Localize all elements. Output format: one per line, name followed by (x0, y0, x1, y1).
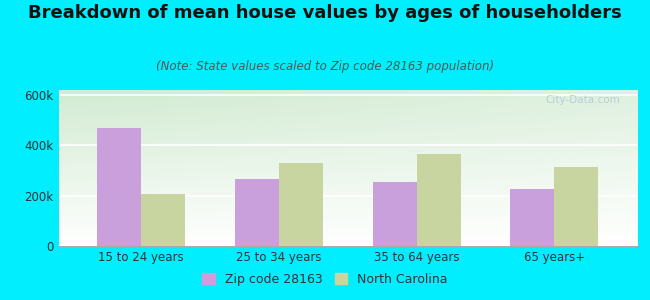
Bar (417, 154, 461, 246)
Bar (279, 163, 323, 246)
Bar (141, 194, 185, 246)
Bar (510, 189, 554, 246)
Text: Breakdown of mean house values by ages of householders: Breakdown of mean house values by ages o… (28, 4, 622, 22)
Text: (Note: State values scaled to Zip code 28163 population): (Note: State values scaled to Zip code 2… (156, 60, 494, 73)
Bar (554, 167, 599, 246)
Legend: Zip code 28163, North Carolina: Zip code 28163, North Carolina (197, 268, 453, 291)
Bar (235, 179, 279, 246)
Text: City-Data.com: City-Data.com (545, 95, 619, 105)
Bar (372, 182, 417, 246)
Bar (97, 128, 141, 246)
